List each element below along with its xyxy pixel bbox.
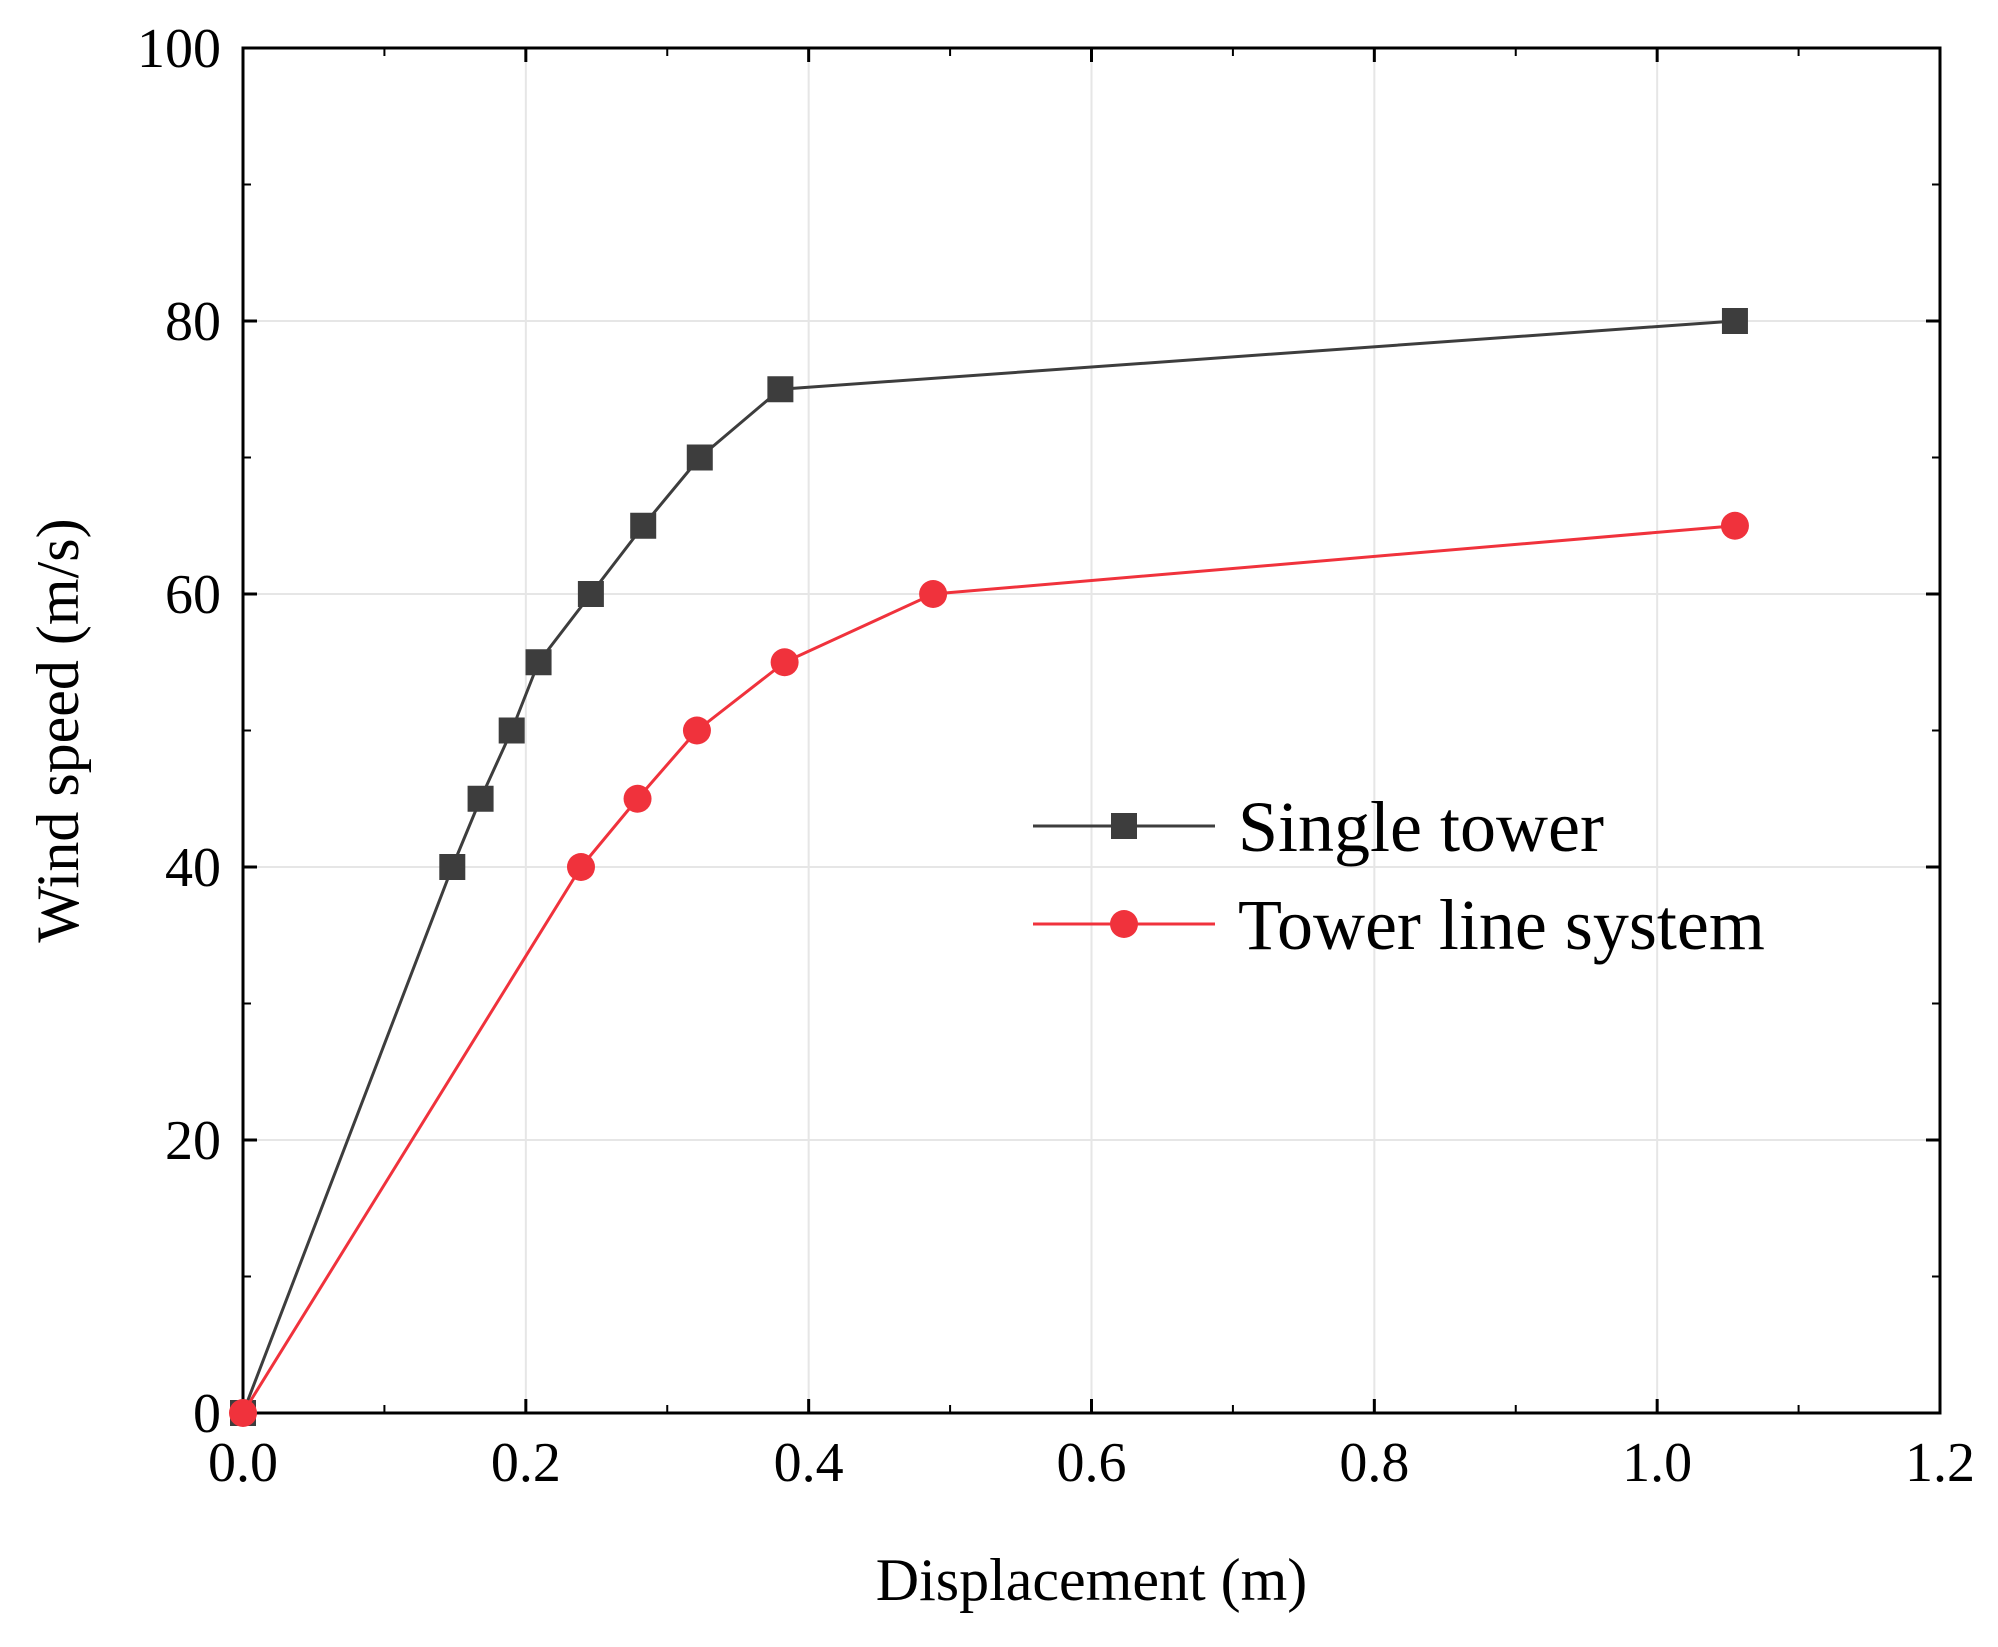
data-point-tower-line-system — [770, 648, 799, 677]
x-tick-label: 0.8 — [1339, 1432, 1409, 1494]
x-tick-label: 0.6 — [1057, 1432, 1127, 1494]
x-tick-label: 0.2 — [491, 1432, 561, 1494]
data-point-single-tower — [439, 854, 466, 880]
data-point-single-tower — [498, 717, 525, 744]
legend-label-single-tower: Single tower — [1238, 787, 1604, 867]
legend: Single tower Tower line system — [1033, 787, 1765, 965]
x-axis-title: Displacement (m) — [876, 1547, 1308, 1613]
y-tick-label: 80 — [165, 291, 221, 353]
x-tick-label: 1.0 — [1622, 1432, 1692, 1494]
y-tick-label: 60 — [165, 564, 221, 626]
series-single-tower — [230, 308, 1748, 1426]
data-point-single-tower — [467, 785, 494, 812]
data-point-tower-line-system — [566, 853, 595, 881]
series-line-single-tower — [241, 319, 1736, 1414]
x-tick-label: 1.2 — [1905, 1432, 1975, 1494]
y-tick-label: 40 — [165, 837, 221, 899]
grid — [243, 48, 1940, 1413]
axis-tick-labels: 0.0 0.2 0.4 0.6 0.8 1.0 1.2 0 20 40 60 80 100 — [137, 18, 1975, 1494]
y-tick-label: 0 — [193, 1383, 221, 1445]
legend-label-tower-line-system: Tower line system — [1238, 885, 1765, 965]
y-tick-label: 100 — [137, 18, 221, 80]
legend-marker-tower-line-system — [1110, 910, 1138, 938]
data-point-tower-line-system — [623, 784, 652, 813]
data-point-single-tower — [686, 444, 713, 471]
data-point-tower-line-system — [682, 716, 711, 745]
data-point-single-tower — [525, 649, 552, 676]
data-point-single-tower — [577, 581, 604, 607]
data-point-single-tower — [1721, 308, 1748, 334]
y-tick-label: 20 — [165, 1110, 221, 1172]
x-tick-label: 0.0 — [208, 1432, 278, 1494]
data-point-single-tower — [630, 512, 657, 539]
data-point-tower-line-system — [1720, 511, 1749, 540]
data-point-tower-line-system — [919, 580, 948, 608]
data-point-tower-line-system — [229, 1399, 257, 1427]
legend-marker-single-tower — [1111, 813, 1137, 839]
series-tower-line-system — [229, 511, 1749, 1427]
series — [229, 308, 1749, 1427]
data-point-single-tower — [767, 376, 794, 403]
y-axis-title: Wind speed (m/s) — [25, 518, 91, 942]
x-tick-label: 0.4 — [774, 1432, 844, 1494]
